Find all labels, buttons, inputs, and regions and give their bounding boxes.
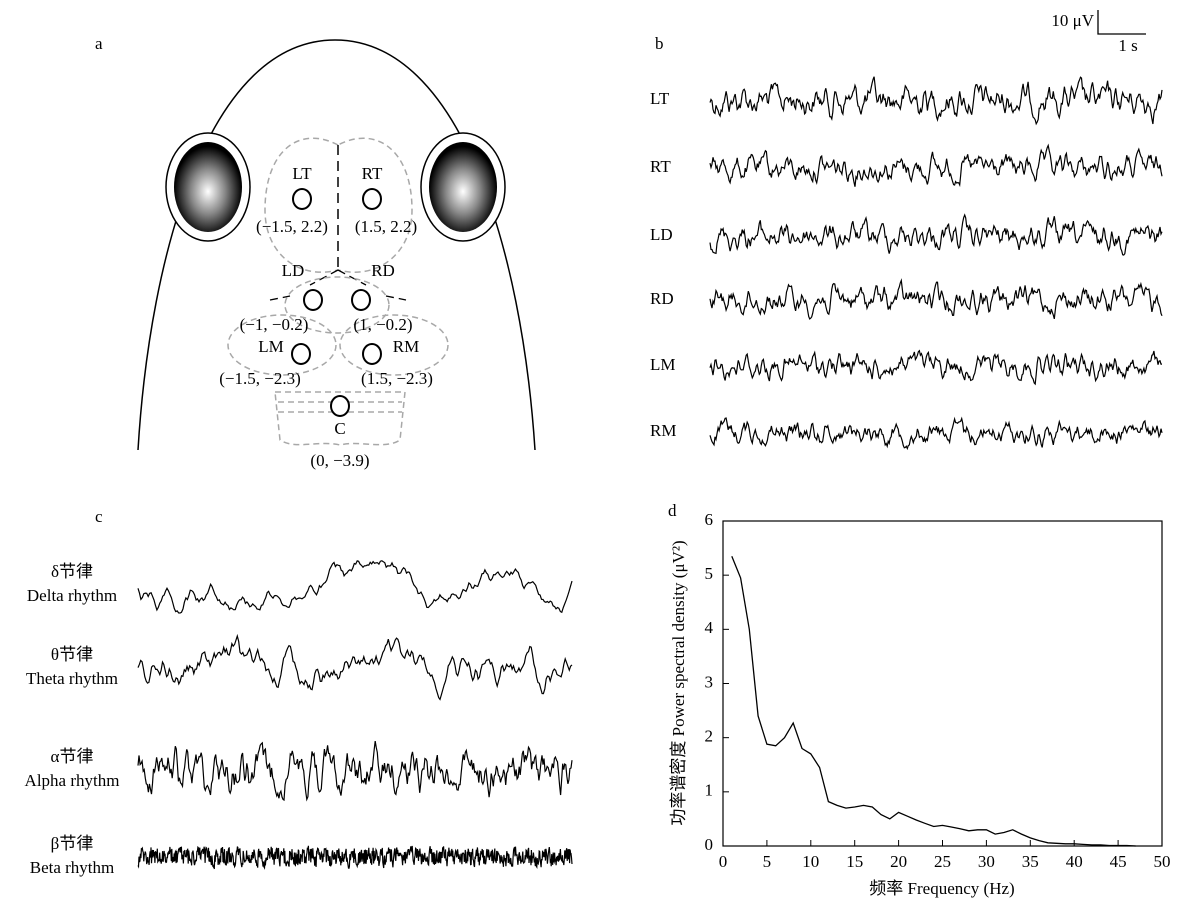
rhythm-name-cn: β节律 — [51, 834, 94, 853]
scale-bar — [1097, 10, 1146, 35]
electrode-label: RM — [393, 337, 419, 356]
y-tick-label: 2 — [705, 727, 714, 746]
y-tick-label: 3 — [705, 672, 714, 691]
eeg-trace — [709, 416, 1163, 451]
channel-label: LD — [650, 225, 673, 244]
x-tick-label: 10 — [802, 852, 819, 871]
rhythm-name-cn: δ节律 — [51, 562, 93, 581]
rhythm-name-cn: θ节律 — [51, 645, 93, 664]
y-axis-label: 功率谱密度 Power spectral density (μV²) — [669, 540, 688, 825]
channel-label: LM — [650, 355, 676, 374]
eeg-trace — [709, 143, 1163, 188]
rhythm-trace — [137, 633, 573, 701]
electrode-coord: (−1.5, −2.3) — [219, 369, 301, 388]
x-tick-label: 50 — [1154, 852, 1171, 871]
eeg-trace — [709, 76, 1163, 126]
channel-label: LT — [650, 89, 670, 108]
rhythm-trace — [137, 560, 573, 614]
x-tick-label: 20 — [890, 852, 907, 871]
plot-frame — [722, 520, 1163, 847]
channel-label: RT — [650, 157, 671, 176]
panel-letter: a — [95, 34, 103, 53]
panel-letter: b — [655, 34, 664, 53]
electrode-label: LD — [282, 261, 305, 280]
panel-letter: d — [668, 501, 677, 520]
channel-label: RM — [650, 421, 676, 440]
x-tick-label: 5 — [763, 852, 772, 871]
rhythm-trace — [137, 845, 573, 870]
electrode-label: RT — [362, 164, 383, 183]
electrode-coord: (1.5, −2.3) — [361, 369, 433, 388]
y-tick-label: 0 — [705, 835, 714, 854]
x-tick-label: 15 — [846, 852, 863, 871]
channel-label: RD — [650, 289, 674, 308]
rhythm-name-en: Theta rhythm — [26, 669, 118, 688]
y-tick-label: 4 — [705, 618, 714, 637]
y-tick-label: 5 — [705, 564, 714, 583]
electrode-label: RD — [371, 261, 395, 280]
x-tick-label: 45 — [1110, 852, 1127, 871]
electrode-coord: (0, −3.9) — [310, 451, 369, 470]
x-tick-label: 35 — [1022, 852, 1039, 871]
electrodes — [291, 188, 382, 417]
electrode-label: LT — [292, 164, 312, 183]
y-tick-label: 6 — [705, 510, 714, 529]
electrode-coord: (−1.5, 2.2) — [256, 217, 328, 236]
rhythm-name-en: Alpha rhythm — [25, 771, 120, 790]
y-tick-label: 1 — [705, 781, 714, 800]
electrode-coord: (1.5, 2.2) — [355, 217, 417, 236]
rhythm-name-en: Beta rhythm — [30, 858, 115, 877]
head-outline — [137, 39, 536, 451]
panel-letter: c — [95, 507, 103, 526]
electrode-coord: (1, −0.2) — [353, 315, 412, 334]
x-tick-label: 30 — [978, 852, 995, 871]
scale-amplitude: 10 μV — [1051, 11, 1094, 30]
rhythm-trace — [137, 741, 573, 802]
x-tick-label: 40 — [1066, 852, 1083, 871]
scale-time: 1 s — [1118, 36, 1137, 55]
right-eye — [420, 132, 506, 242]
left-eye — [165, 132, 251, 242]
electrode-label: C — [334, 419, 345, 438]
x-axis-label: 频率 Frequency (Hz) — [869, 879, 1014, 898]
rhythm-name-en: Delta rhythm — [27, 586, 117, 605]
eeg-trace — [709, 213, 1163, 256]
rhythm-name-cn: α节律 — [51, 747, 94, 766]
eeg-trace — [709, 349, 1162, 386]
x-tick-label: 25 — [934, 852, 951, 871]
electrode-coord: (−1, −0.2) — [240, 315, 309, 334]
x-tick-label: 0 — [719, 852, 728, 871]
eeg-trace — [709, 278, 1163, 320]
electrode-label: LM — [258, 337, 284, 356]
psd-line — [731, 555, 1136, 847]
